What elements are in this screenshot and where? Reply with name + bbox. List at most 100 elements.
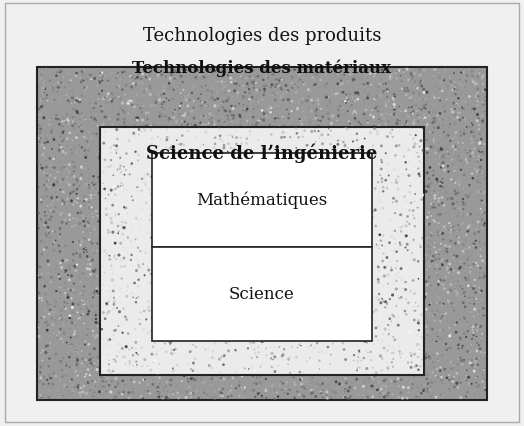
Point: [130, 379, 138, 386]
Point: [302, 230, 310, 237]
Point: [213, 359, 221, 366]
Point: [409, 360, 418, 366]
Point: [440, 314, 448, 321]
Point: [383, 296, 391, 302]
Point: [409, 164, 417, 170]
Point: [101, 196, 110, 202]
Point: [414, 258, 422, 265]
Point: [276, 235, 284, 242]
Point: [246, 250, 254, 257]
Point: [263, 143, 271, 150]
Point: [128, 134, 136, 141]
Point: [193, 235, 202, 242]
Point: [170, 201, 179, 208]
Point: [459, 116, 467, 123]
Point: [141, 296, 149, 303]
Point: [396, 343, 404, 350]
Point: [348, 160, 356, 167]
Point: [196, 104, 205, 110]
Point: [367, 82, 375, 89]
Point: [180, 205, 188, 212]
Point: [149, 169, 157, 176]
Point: [377, 369, 385, 376]
Point: [391, 210, 399, 217]
Point: [349, 138, 357, 145]
Point: [220, 98, 228, 105]
Point: [330, 210, 338, 217]
Point: [174, 329, 183, 336]
Point: [455, 342, 463, 349]
Point: [199, 202, 208, 209]
Point: [233, 204, 241, 211]
Point: [136, 248, 145, 255]
Point: [225, 392, 234, 399]
Point: [406, 162, 414, 169]
Point: [237, 138, 245, 145]
Point: [395, 264, 403, 271]
Point: [258, 338, 266, 345]
Point: [115, 156, 124, 163]
Point: [334, 289, 342, 296]
Point: [362, 237, 370, 244]
Point: [436, 183, 445, 190]
Point: [379, 348, 388, 355]
Point: [344, 109, 352, 115]
Point: [353, 193, 361, 200]
Point: [248, 357, 256, 364]
Point: [210, 171, 219, 178]
Point: [49, 135, 58, 141]
Point: [392, 146, 401, 153]
Point: [389, 173, 397, 180]
Point: [245, 265, 254, 271]
Point: [411, 364, 419, 371]
Point: [241, 345, 249, 352]
Point: [42, 182, 51, 189]
Point: [420, 308, 429, 314]
Point: [247, 363, 255, 370]
Point: [189, 262, 198, 269]
Point: [290, 270, 298, 276]
Point: [328, 187, 336, 193]
Point: [118, 370, 126, 377]
Point: [230, 261, 238, 268]
Point: [111, 255, 119, 262]
Point: [450, 236, 458, 243]
Point: [399, 383, 408, 390]
Point: [119, 288, 128, 294]
Point: [299, 370, 308, 377]
Point: [411, 137, 420, 144]
Point: [129, 187, 138, 194]
Point: [187, 390, 195, 397]
Point: [329, 370, 337, 377]
Point: [112, 294, 120, 301]
Point: [347, 228, 356, 235]
Point: [86, 310, 95, 317]
Point: [299, 383, 307, 390]
Point: [268, 359, 277, 366]
Point: [287, 302, 296, 309]
Point: [122, 83, 130, 89]
Point: [257, 317, 265, 324]
Point: [230, 113, 238, 120]
Point: [353, 165, 362, 172]
Point: [228, 204, 236, 211]
Point: [224, 332, 232, 339]
Point: [162, 190, 170, 196]
Point: [390, 318, 399, 325]
Point: [64, 272, 72, 279]
Point: [53, 70, 62, 77]
Point: [148, 142, 156, 149]
Point: [397, 193, 406, 200]
Point: [242, 210, 250, 216]
Point: [267, 309, 276, 316]
Point: [78, 93, 86, 100]
Point: [78, 114, 86, 121]
Point: [408, 86, 416, 92]
Point: [264, 155, 272, 162]
Point: [44, 227, 52, 234]
Point: [430, 169, 438, 176]
Point: [117, 271, 126, 277]
Point: [272, 333, 281, 340]
Point: [450, 74, 458, 81]
Point: [209, 195, 217, 201]
